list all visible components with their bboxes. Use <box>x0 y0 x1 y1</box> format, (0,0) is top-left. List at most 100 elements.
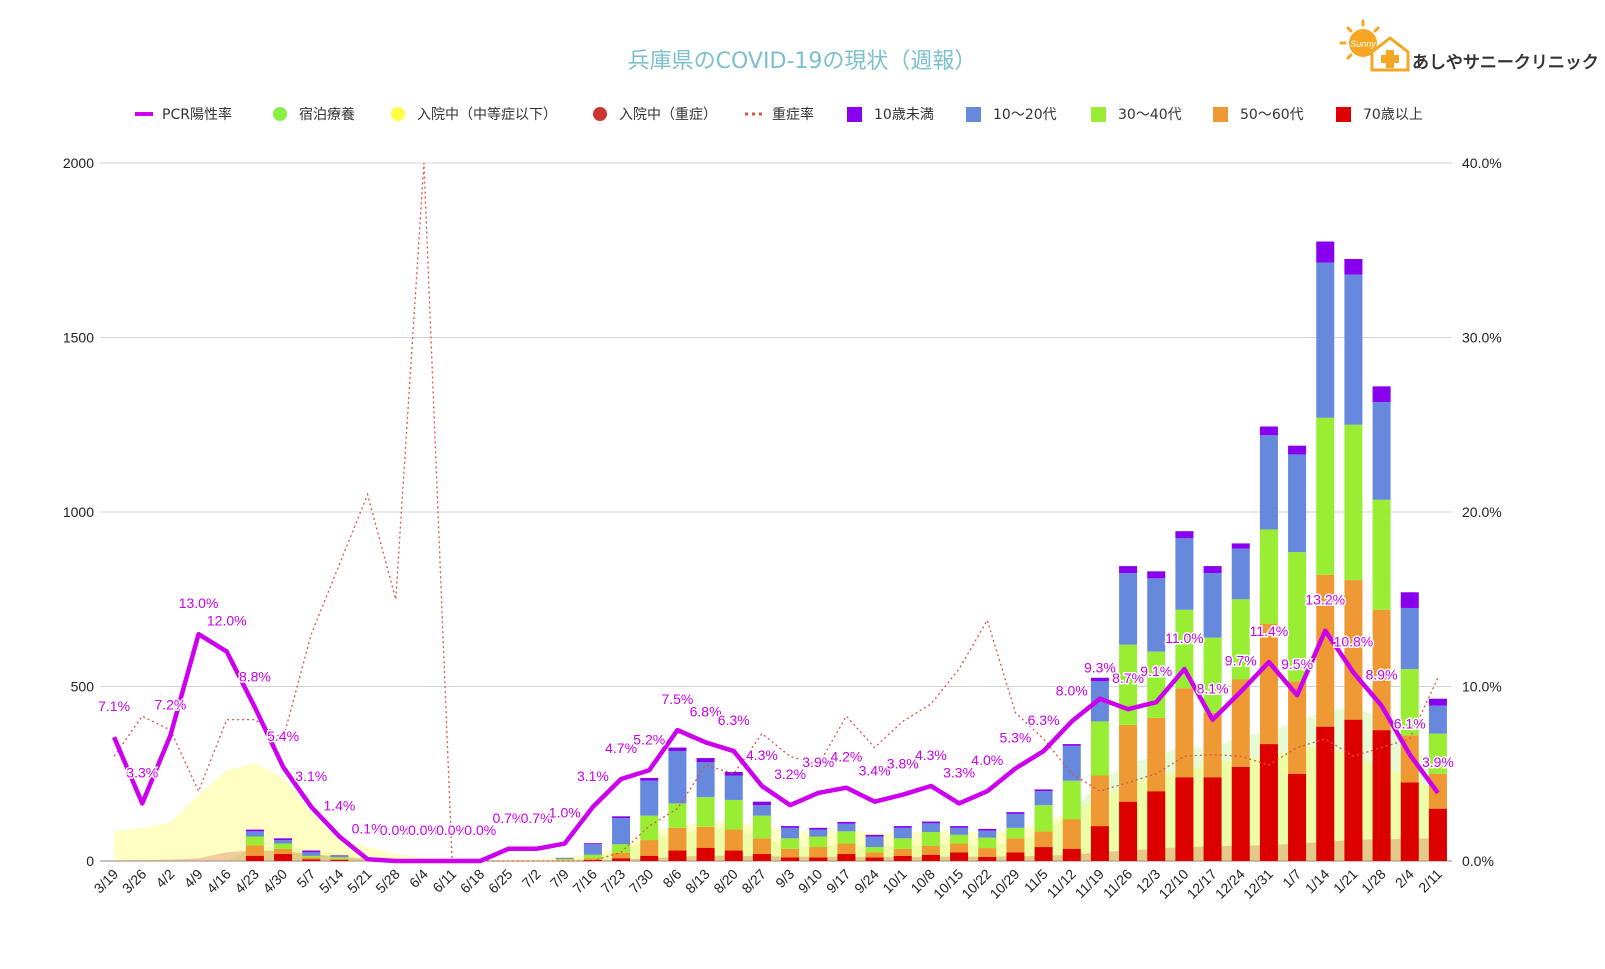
legend-item: 宿泊療養 <box>273 106 355 123</box>
bar-segment <box>978 828 997 831</box>
legend-item: 入院中（中等症以下） <box>391 106 557 123</box>
bar-segment <box>950 834 969 844</box>
bar-segment <box>245 845 264 856</box>
bar-segment <box>921 854 940 861</box>
bar-segment <box>1203 566 1222 574</box>
legend: PCR陽性率 宿泊療養 入院中（中等症以下） 入院中（重症） 重症率 10歳未満 10～20… <box>135 106 1423 123</box>
pcr-data-label: 0.7% <box>521 810 553 826</box>
pcr-data-label: 4.3% <box>915 747 947 763</box>
x-tick-label: 2/4 <box>1392 866 1417 891</box>
legend-label: 10歳未満 <box>874 107 934 123</box>
bar-segment <box>1372 386 1391 403</box>
x-tick-label: 4/9 <box>181 866 206 891</box>
bar-segment <box>1203 712 1222 778</box>
x-tick-label: 1/28 <box>1358 866 1389 897</box>
bar-segment <box>330 856 349 858</box>
x-tick-label: 10/22 <box>958 866 994 902</box>
bar-segment <box>1400 607 1419 670</box>
right-tick-label: 0.0% <box>1462 853 1494 869</box>
x-tick-label: 9/17 <box>823 866 854 897</box>
bar-segment <box>724 775 743 800</box>
x-tick-label: 6/18 <box>457 866 488 897</box>
bar-segment <box>330 857 349 859</box>
bar-segment <box>893 827 912 839</box>
bar-segment <box>274 848 293 855</box>
bar-segment <box>1034 831 1053 848</box>
bar-segment <box>1288 681 1307 774</box>
bar-segment <box>1062 819 1081 849</box>
bar-segment <box>1288 454 1307 553</box>
bar-segment <box>950 827 969 835</box>
pcr-data-label: 3.8% <box>887 756 919 772</box>
legend-swatch-dot <box>593 107 607 121</box>
pcr-data-label: 9.5% <box>1281 656 1313 672</box>
bar-segment <box>1259 744 1278 861</box>
bar-segment <box>555 860 574 861</box>
legend-item: PCR陽性率 <box>135 106 232 123</box>
bar-segment <box>1090 775 1109 827</box>
bar-segment <box>583 858 602 860</box>
bar-segment <box>612 818 631 845</box>
bar-segment <box>1231 599 1250 680</box>
bar-segment <box>978 848 997 857</box>
bar-segment <box>1175 531 1194 539</box>
bar-segment <box>1259 623 1278 745</box>
pcr-data-label: 3.4% <box>859 763 891 779</box>
bar-segment <box>1006 827 1025 839</box>
bar-segment <box>330 855 349 857</box>
pcr-data-label: 4.2% <box>830 749 862 765</box>
bar-segment <box>1428 733 1447 774</box>
bar-segment <box>696 847 715 861</box>
pcr-data-label: 7.1% <box>98 698 130 714</box>
bar-segment <box>696 826 715 848</box>
x-tick-label: 7/23 <box>598 866 629 897</box>
bar-segment <box>1400 782 1419 861</box>
pcr-data-label: 9.7% <box>1225 653 1257 669</box>
bar-segment <box>1062 745 1081 781</box>
bar-segment <box>1147 651 1166 718</box>
bar-segment <box>865 847 884 853</box>
x-tick-label: 1/21 <box>1330 866 1361 897</box>
pcr-data-label: 3.9% <box>802 754 834 770</box>
bar-segment <box>612 852 631 859</box>
x-tick-label: 12/24 <box>1212 866 1248 902</box>
bar-segment <box>1119 801 1138 861</box>
x-tick-label: 12/31 <box>1240 866 1276 902</box>
bar-segment <box>781 827 800 839</box>
bar-segment <box>950 843 969 853</box>
bar-segment <box>612 858 631 861</box>
bar-segment <box>978 837 997 849</box>
bar-segment <box>752 838 771 855</box>
pcr-rate-line <box>112 628 1440 864</box>
bar-segment <box>640 777 659 781</box>
pcr-data-label: 3.3% <box>943 764 975 780</box>
line-series <box>112 162 1440 864</box>
x-tick-label: 12/10 <box>1155 866 1191 902</box>
bar-segment <box>781 857 800 861</box>
right-axis-ticks: 0.0% 10.0% 20.0% 30.0% 40.0% <box>1462 155 1502 869</box>
bar-segment <box>893 826 912 828</box>
bar-segment <box>893 838 912 849</box>
bar-segment <box>1203 573 1222 638</box>
bar-segment <box>1231 766 1250 861</box>
pcr-data-label: 8.7% <box>1112 670 1144 686</box>
bar-segment <box>555 858 574 861</box>
x-tick-label: 4/30 <box>260 866 291 897</box>
gridlines <box>100 162 1452 862</box>
pcr-data-label: 0.1% <box>352 820 384 836</box>
severity-rate-line <box>113 162 1439 862</box>
pcr-data-label: 1.0% <box>549 805 581 821</box>
bar-segment <box>1316 726 1335 861</box>
pcr-data-label: 5.3% <box>999 730 1031 746</box>
x-tick-label: 8/13 <box>682 866 713 897</box>
pcr-data-label: 9.3% <box>1084 660 1116 676</box>
bar-segment <box>1175 609 1194 689</box>
bar-segment <box>1147 578 1166 652</box>
bar-segment <box>724 829 743 851</box>
bar-segment <box>1147 571 1166 579</box>
left-tick-label: 0 <box>86 853 94 869</box>
bar-segment <box>893 855 912 861</box>
bar-segment <box>1231 679 1250 767</box>
bar-segment <box>809 829 828 837</box>
legend-label: 50～60代 <box>1240 107 1304 123</box>
